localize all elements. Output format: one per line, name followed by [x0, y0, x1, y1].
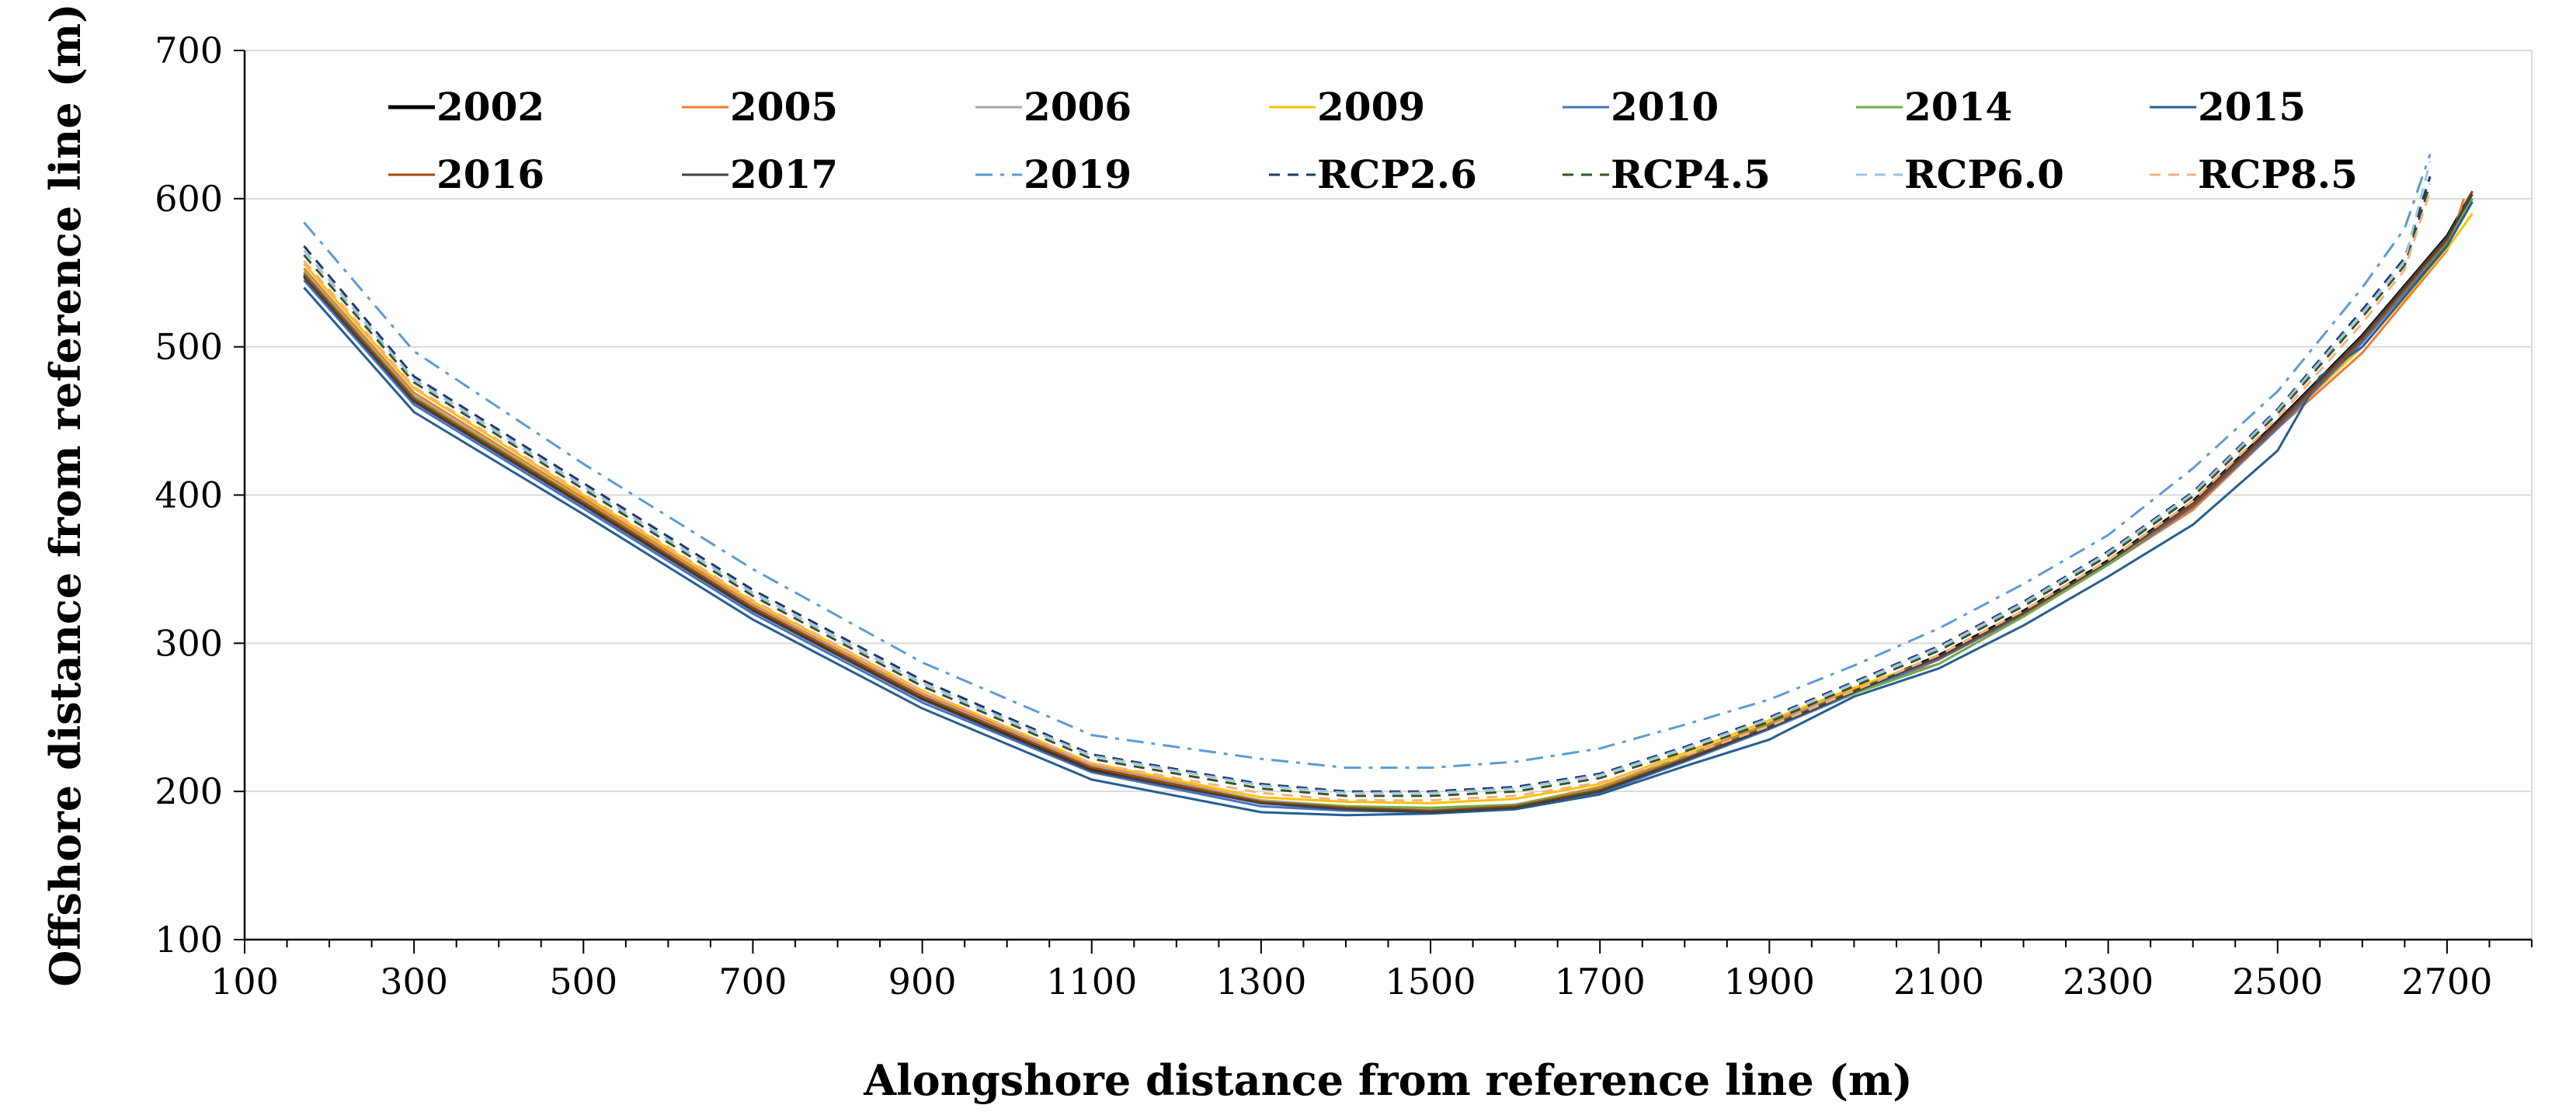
- series-line-2019: [303, 154, 2432, 770]
- x-tick-label: 2300: [2063, 961, 2154, 1003]
- legend-label: 2010: [1611, 84, 1719, 130]
- x-tick-label: 2500: [2232, 961, 2323, 1003]
- x-tick-label: 900: [888, 961, 957, 1003]
- x-tick-label: 1900: [1724, 961, 1815, 1003]
- x-tick-label: 2700: [2401, 961, 2492, 1003]
- series-line-2005: [303, 198, 2466, 811]
- legend-label: 2017: [730, 151, 838, 197]
- y-axis-title: Offshore distance from reference line (m…: [40, 3, 90, 986]
- series-line-2010: [303, 198, 2473, 814]
- series-line-rcp2-6: [303, 175, 2432, 793]
- legend-label: RCP8.5: [2198, 151, 2358, 197]
- x-tick-label: 1700: [1555, 961, 1646, 1003]
- x-tick-label: 700: [719, 961, 787, 1003]
- legend-label: 2009: [1317, 84, 1425, 130]
- legend-label: RCP6.0: [1904, 151, 2064, 197]
- y-tick-label: 600: [155, 178, 223, 220]
- x-tick-label: 300: [380, 961, 448, 1003]
- x-tick-label: 500: [549, 961, 617, 1003]
- y-tick-label: 700: [155, 30, 223, 71]
- series-line-2015: [303, 200, 2473, 817]
- y-tick-label: 200: [155, 770, 223, 812]
- y-tick-label: 400: [155, 474, 223, 516]
- y-tick-label: 100: [155, 919, 223, 961]
- x-tick-label: 1300: [1215, 961, 1306, 1003]
- y-tick-label: 500: [155, 326, 223, 368]
- legend-label: 2016: [436, 151, 544, 197]
- legend-label: 2019: [1024, 151, 1132, 197]
- series-line-2016: [303, 190, 2473, 812]
- legend-label: 2015: [2198, 84, 2306, 130]
- series-line-2006: [303, 198, 2473, 811]
- series-line-rcp8-5: [303, 190, 2432, 802]
- series-line-2014: [303, 198, 2473, 809]
- legend: 2002 2005 2006 2009 2010 2014 2015 2016 2017 2019…: [388, 84, 2358, 197]
- series-line-2002: [303, 190, 2473, 814]
- x-axis-title: Alongshore distance from reference line …: [863, 1055, 1912, 1105]
- legend-label: 2006: [1024, 84, 1132, 130]
- legend-label: 2002: [436, 84, 544, 130]
- legend-label: RCP4.5: [1611, 151, 1771, 197]
- x-tick-label: 2100: [1893, 961, 1984, 1003]
- x-tick-label: 100: [210, 961, 279, 1003]
- series-line-rcp4-5: [303, 183, 2432, 798]
- legend-label: 2014: [1904, 84, 2012, 130]
- series-lines: [303, 154, 2473, 817]
- legend-label: RCP2.6: [1317, 151, 1477, 197]
- axes: 100 200 300 400 500 600 700 100 300 500 700 900 1100…: [155, 30, 2533, 1003]
- series-line-2009: [303, 213, 2473, 804]
- series-line-rcp6-0: [303, 161, 2432, 794]
- y-tick-label: 300: [155, 622, 223, 664]
- x-tick-label: 1100: [1046, 961, 1137, 1003]
- x-tick-label: 1500: [1385, 961, 1476, 1003]
- legend-label: 2005: [730, 84, 838, 130]
- series-line-2017: [303, 193, 2473, 814]
